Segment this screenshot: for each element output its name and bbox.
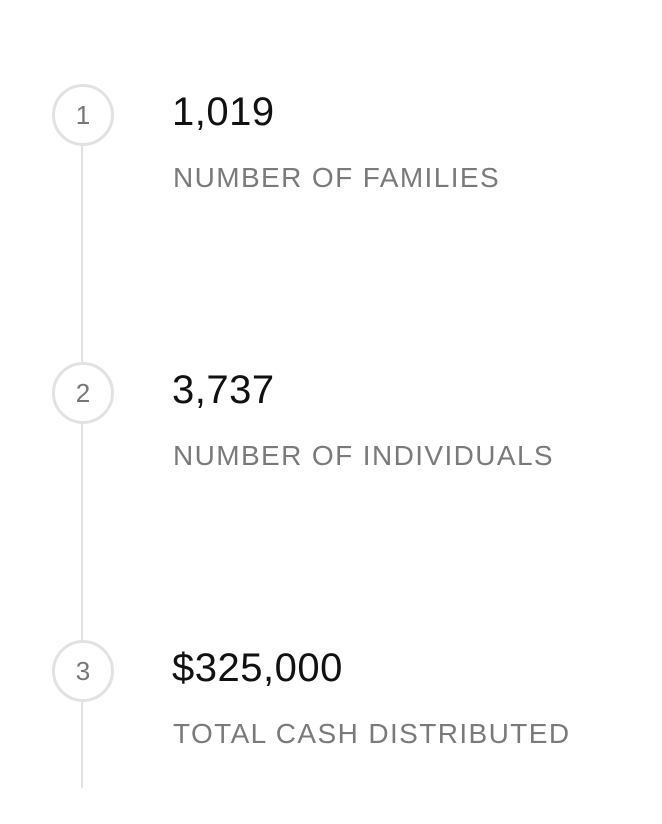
stat-label: NUMBER OF INDIVIDUALS	[173, 440, 554, 471]
stat-value: $325,000	[172, 646, 343, 690]
timeline-step: 1 1,019 NUMBER OF FAMILIES	[0, 84, 662, 224]
timeline-step: 2 3,737 NUMBER OF INDIVIDUALS	[0, 362, 662, 502]
timeline-step: 3 $325,000 TOTAL CASH DISTRIBUTED	[0, 640, 662, 780]
step-number-badge: 2	[52, 362, 114, 424]
step-number-badge: 3	[52, 640, 114, 702]
step-number-badge: 1	[52, 84, 114, 146]
timeline-connector-line	[81, 113, 83, 788]
stat-value: 3,737	[172, 368, 275, 412]
stat-label: TOTAL CASH DISTRIBUTED	[173, 718, 571, 749]
stat-label: NUMBER OF FAMILIES	[173, 162, 501, 193]
stat-value: 1,019	[172, 90, 275, 134]
